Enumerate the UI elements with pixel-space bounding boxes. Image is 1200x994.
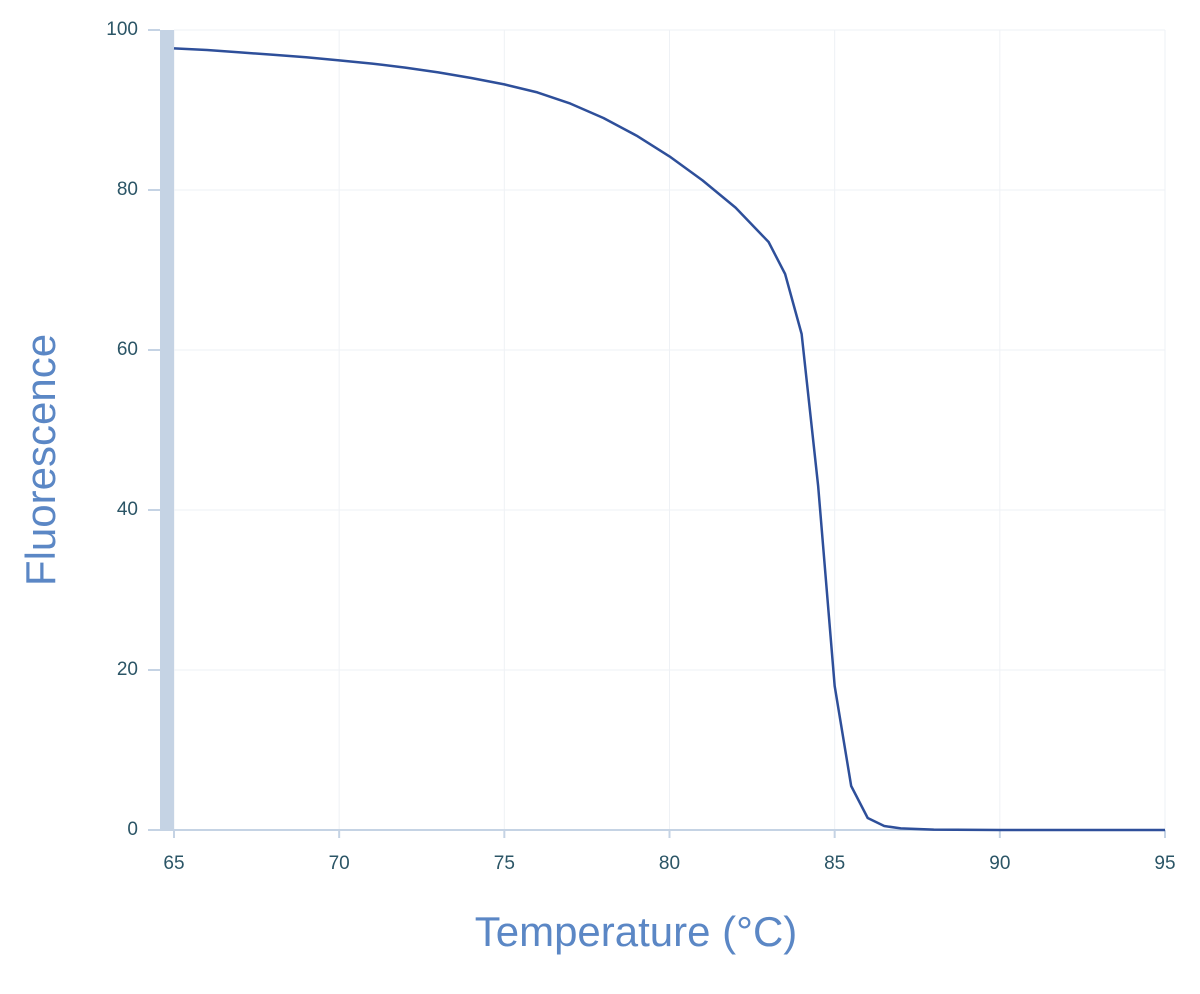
x-tick-label: 80 xyxy=(659,853,680,874)
data-line xyxy=(173,47,1165,832)
y-tick-label: 20 xyxy=(117,659,138,680)
x-tick-label: 85 xyxy=(824,853,845,874)
y-tick-label: 60 xyxy=(117,339,138,360)
y-axis-title: Fluorescence xyxy=(17,334,64,586)
x-axis-title: Temperature (°C) xyxy=(475,908,798,955)
x-tick-label: 95 xyxy=(1154,853,1175,874)
x-tick-label: 65 xyxy=(163,853,184,874)
x-tick-label: 90 xyxy=(989,853,1010,874)
x-tick-label: 75 xyxy=(494,853,515,874)
x-tick-label: 70 xyxy=(329,853,350,874)
y-tick-label: 80 xyxy=(117,179,138,200)
y-tick-label: 40 xyxy=(117,499,138,520)
y-axis-band xyxy=(160,30,174,830)
y-tick-label: 100 xyxy=(106,19,138,40)
y-tick-label: 0 xyxy=(127,819,138,840)
